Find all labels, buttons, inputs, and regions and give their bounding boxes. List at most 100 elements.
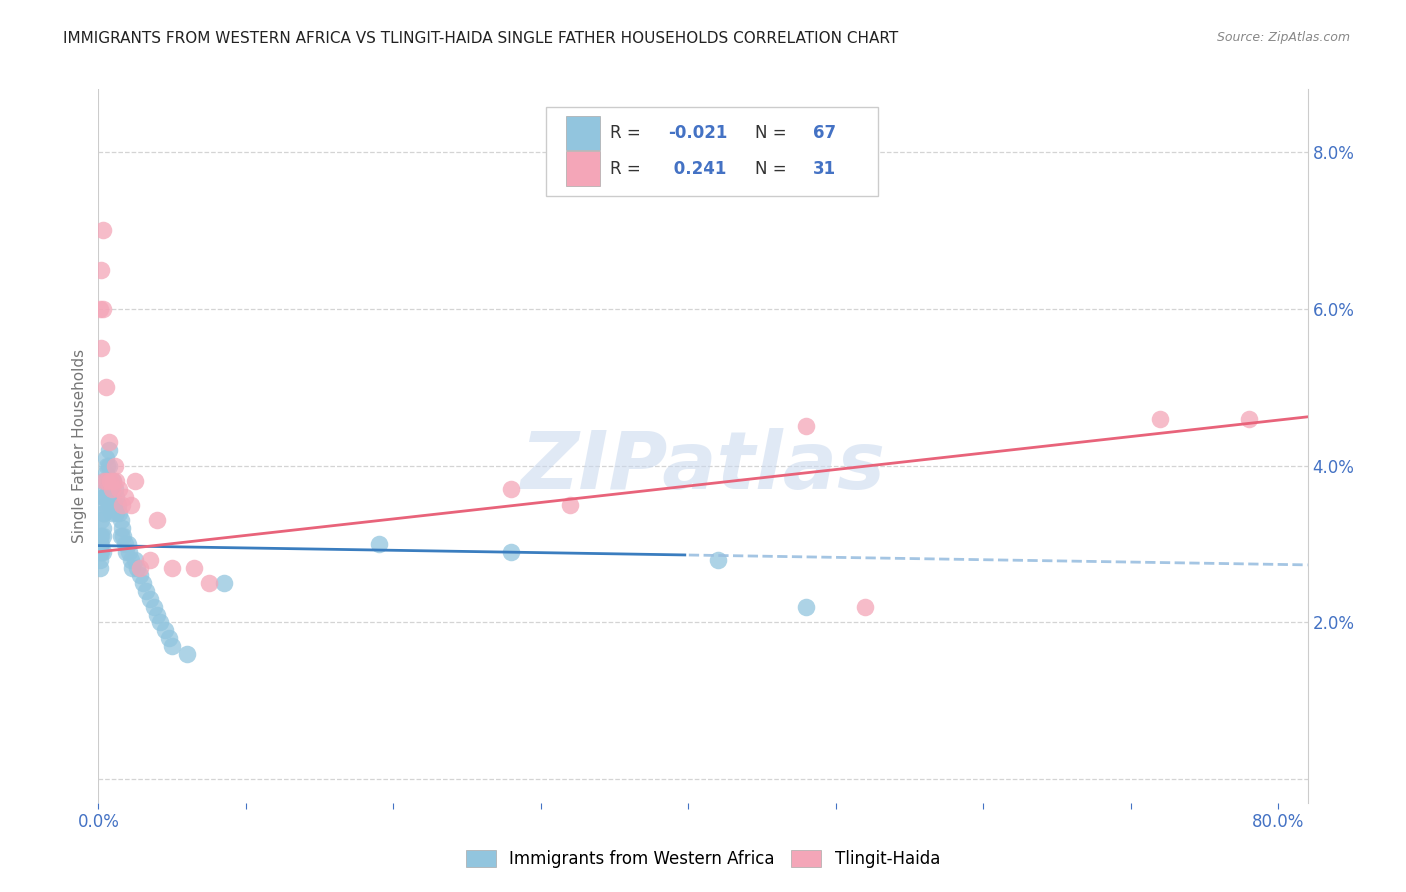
Point [91, 545, 114, 559]
Point [128, 560, 150, 574]
Point [94, 450, 117, 465]
Point [110, 514, 132, 528]
Point [91, 490, 114, 504]
Point [93, 506, 115, 520]
Point [118, 545, 141, 559]
Point [100, 506, 122, 520]
Point [560, 498, 582, 512]
Point [104, 482, 127, 496]
Point [98, 498, 121, 512]
Point [139, 552, 162, 566]
Text: 67: 67 [813, 125, 837, 143]
Point [115, 545, 138, 559]
Point [94, 498, 117, 512]
Point [101, 490, 124, 504]
Point [183, 560, 205, 574]
Point [124, 552, 146, 566]
Point [89, 560, 111, 574]
Point [98, 475, 121, 489]
Point [104, 458, 127, 473]
Point [149, 615, 172, 630]
Point [501, 482, 523, 496]
Point [93, 475, 115, 489]
Point [101, 475, 124, 489]
Point [91, 223, 114, 237]
Point [124, 475, 146, 489]
Point [212, 576, 235, 591]
Point [120, 498, 142, 512]
Text: R =: R = [610, 125, 645, 143]
Point [112, 529, 135, 543]
Text: Source: ZipAtlas.com: Source: ZipAtlas.com [1216, 31, 1350, 45]
Point [94, 467, 117, 481]
Point [107, 498, 129, 512]
Point [89, 529, 111, 543]
Point [97, 458, 120, 473]
Point [89, 301, 111, 316]
Point [105, 475, 128, 489]
Point [89, 552, 111, 566]
Point [96, 475, 118, 489]
Point [367, 537, 389, 551]
Point [128, 568, 150, 582]
Text: R =: R = [610, 161, 645, 178]
Point [93, 475, 115, 489]
FancyBboxPatch shape [546, 107, 879, 196]
Point [90, 514, 112, 528]
Point [89, 537, 111, 551]
Y-axis label: Single Father Households: Single Father Households [72, 349, 87, 543]
Point [1149, 411, 1171, 425]
Point [100, 482, 122, 496]
Text: 31: 31 [813, 161, 837, 178]
Point [90, 262, 112, 277]
Point [105, 490, 128, 504]
Legend: Immigrants from Western Africa, Tlingit-Haida: Immigrants from Western Africa, Tlingit-… [460, 843, 946, 875]
Point [91, 506, 114, 520]
Point [131, 576, 153, 591]
Point [91, 521, 114, 535]
Point [90, 537, 112, 551]
Text: N =: N = [755, 125, 792, 143]
Point [97, 475, 120, 489]
FancyBboxPatch shape [567, 152, 600, 186]
Point [96, 475, 118, 489]
Point [108, 482, 131, 496]
Point [98, 482, 121, 496]
Point [114, 490, 136, 504]
Point [93, 490, 115, 504]
Point [153, 624, 176, 638]
Point [706, 552, 728, 566]
Text: 0.241: 0.241 [668, 161, 727, 178]
Point [146, 607, 169, 622]
Point [90, 529, 112, 543]
Point [146, 514, 169, 528]
Point [97, 442, 120, 457]
Point [157, 631, 180, 645]
Point [794, 599, 817, 614]
Point [97, 435, 120, 450]
Text: IMMIGRANTS FROM WESTERN AFRICA VS TLINGIT-HAIDA SINGLE FATHER HOUSEHOLDS CORRELA: IMMIGRANTS FROM WESTERN AFRICA VS TLINGI… [63, 31, 898, 46]
Point [135, 584, 157, 599]
Text: -0.021: -0.021 [668, 125, 727, 143]
Point [121, 560, 143, 574]
Point [853, 599, 876, 614]
Point [501, 545, 523, 559]
Point [89, 545, 111, 559]
Point [111, 521, 134, 535]
Text: ZIPatlas: ZIPatlas [520, 428, 886, 507]
Point [94, 380, 117, 394]
Point [110, 529, 132, 543]
Point [125, 560, 148, 574]
Point [90, 545, 112, 559]
Point [160, 560, 183, 574]
Point [101, 475, 124, 489]
Point [90, 341, 112, 355]
Point [91, 301, 114, 316]
Point [100, 490, 122, 504]
Point [105, 506, 128, 520]
FancyBboxPatch shape [567, 116, 600, 150]
Point [108, 506, 131, 520]
Point [91, 529, 114, 543]
Point [111, 498, 134, 512]
Point [176, 647, 198, 661]
